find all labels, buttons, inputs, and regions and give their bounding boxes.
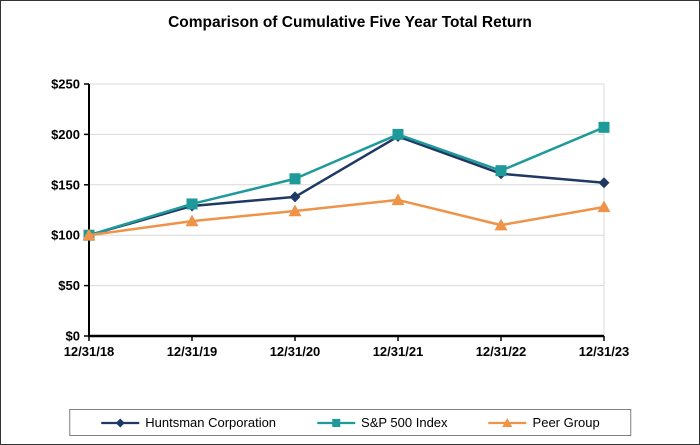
huntsman-line-marker-icon xyxy=(101,418,140,427)
chart-title: Comparison of Cumulative Five Year Total… xyxy=(168,14,532,31)
series-s-p-500-index xyxy=(83,121,610,241)
peer-group-line-marker-icon xyxy=(488,417,527,427)
y-axis-labels: $0 $50 $100 $150 $200 $250 xyxy=(51,77,80,344)
svg-text:12/31/23: 12/31/23 xyxy=(579,344,630,359)
svg-text:12/31/22: 12/31/22 xyxy=(476,344,527,359)
legend-label-huntsman: Huntsman Corporation xyxy=(145,415,277,430)
svg-text:12/31/18: 12/31/18 xyxy=(64,344,115,359)
x-axis-labels: 12/31/18 12/31/19 12/31/20 12/31/21 12/31/22… xyxy=(64,344,630,359)
legend-entry-sp500: S&P 500 Index xyxy=(316,415,448,430)
svg-text:12/31/19: 12/31/19 xyxy=(167,344,218,359)
svg-text:$0: $0 xyxy=(66,329,80,344)
legend-label-sp500: S&P 500 Index xyxy=(361,415,448,430)
svg-text:12/31/21: 12/31/21 xyxy=(373,344,424,359)
svg-text:12/31/20: 12/31/20 xyxy=(270,344,321,359)
svg-text:$100: $100 xyxy=(51,228,80,243)
svg-text:$200: $200 xyxy=(51,127,80,142)
svg-text:$50: $50 xyxy=(58,278,80,293)
series-peer-group xyxy=(82,193,611,241)
sp500-line-marker-icon xyxy=(317,418,356,427)
gridlines xyxy=(89,83,605,336)
svg-text:$250: $250 xyxy=(51,77,80,92)
legend-entry-huntsman: Huntsman Corporation xyxy=(100,415,276,430)
chart-legend: Huntsman Corporation S&P 500 Index Peer … xyxy=(69,409,631,436)
svg-text:$150: $150 xyxy=(51,177,80,192)
legend-entry-peer-group: Peer Group xyxy=(488,415,600,430)
legend-label-peer-group: Peer Group xyxy=(532,415,600,430)
